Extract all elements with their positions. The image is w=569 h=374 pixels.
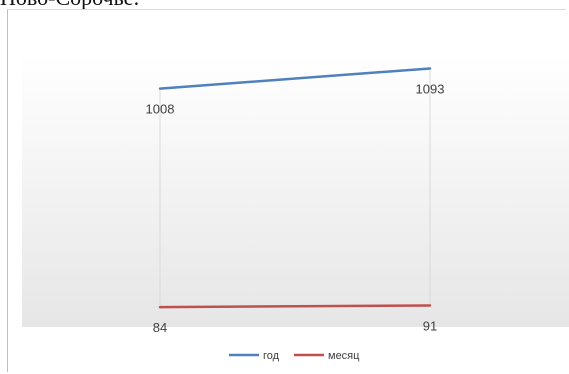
legend-label-месяц: месяц — [328, 350, 360, 362]
legend: год месяц — [229, 350, 360, 362]
series-lines — [158, 67, 432, 309]
drop-lines — [159, 68, 431, 308]
page-heading-fragment: Ново-Сорочье: — [0, 0, 300, 10]
series-line-год — [158, 67, 432, 90]
legend-label-год: год — [263, 350, 280, 362]
data-labels: 1008 1093 84 91 — [146, 81, 445, 335]
data-label: 91 — [423, 318, 437, 333]
data-label: 84 — [153, 320, 167, 335]
data-label: 1008 — [146, 102, 175, 117]
chart-area-frame — [7, 9, 566, 372]
series-line-месяц — [158, 304, 432, 309]
data-label: 1093 — [416, 81, 445, 96]
plot-area-background — [22, 55, 569, 327]
